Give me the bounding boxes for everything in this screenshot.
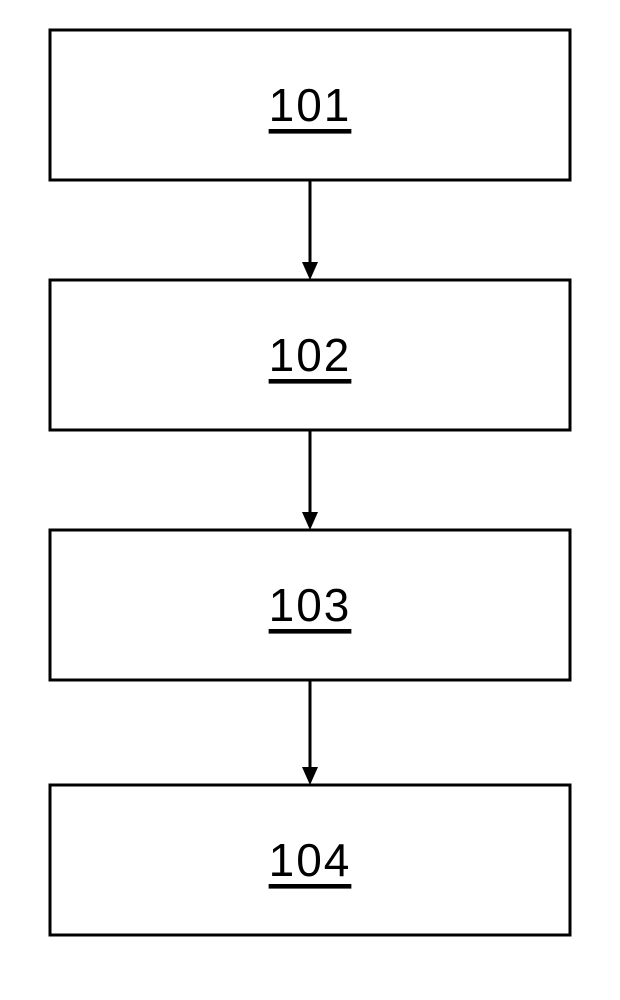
- flowchart-node-label: 101: [269, 79, 352, 131]
- flowchart-node-n3: 103: [50, 530, 570, 680]
- flowchart-node-n2: 102: [50, 280, 570, 430]
- flowchart-node-n1: 101: [50, 30, 570, 180]
- flowchart-node-n4: 104: [50, 785, 570, 935]
- flowchart-node-label: 102: [269, 329, 352, 381]
- flowchart-node-label: 103: [269, 579, 352, 631]
- flowchart-node-label: 104: [269, 834, 352, 886]
- flowchart-diagram: 101 102 103 104: [0, 0, 620, 1000]
